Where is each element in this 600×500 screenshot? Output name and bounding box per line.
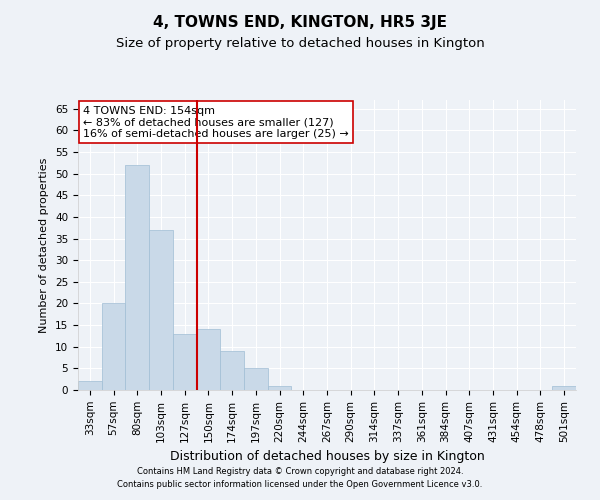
Bar [552,386,576,390]
Y-axis label: Number of detached properties: Number of detached properties [40,158,49,332]
Bar [197,330,220,390]
Bar [173,334,197,390]
Text: Contains HM Land Registry data © Crown copyright and database right 2024.: Contains HM Land Registry data © Crown c… [137,467,463,476]
Bar [78,382,102,390]
X-axis label: Distribution of detached houses by size in Kington: Distribution of detached houses by size … [170,450,484,463]
Text: 4, TOWNS END, KINGTON, HR5 3JE: 4, TOWNS END, KINGTON, HR5 3JE [153,15,447,30]
Bar [268,386,292,390]
Text: Size of property relative to detached houses in Kington: Size of property relative to detached ho… [116,38,484,51]
Bar [125,165,149,390]
Bar [102,304,125,390]
Bar [149,230,173,390]
Text: 4 TOWNS END: 154sqm
← 83% of detached houses are smaller (127)
16% of semi-detac: 4 TOWNS END: 154sqm ← 83% of detached ho… [83,106,349,139]
Text: Contains public sector information licensed under the Open Government Licence v3: Contains public sector information licen… [118,480,482,489]
Bar [244,368,268,390]
Bar [220,351,244,390]
